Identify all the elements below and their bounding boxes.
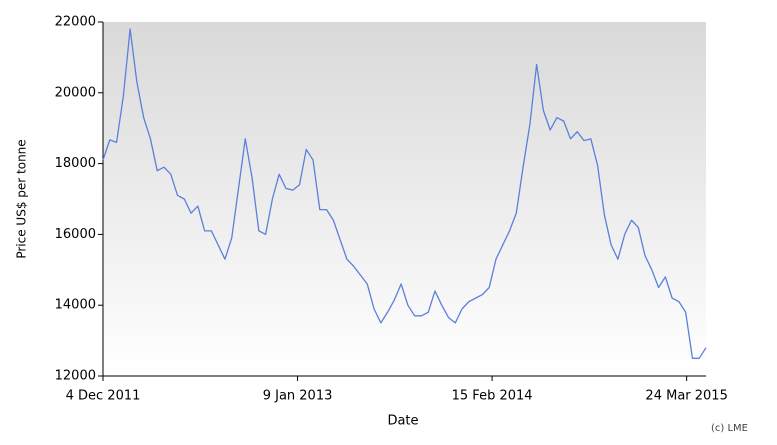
y-tick-label: 14000 [55,298,96,313]
x-tick-label: 9 Jan 2013 [263,389,333,404]
credit: (c) LME [711,423,748,434]
x-tick-label: 4 Dec 2011 [66,389,141,404]
x-tick-label: 15 Feb 2014 [452,389,533,404]
plot-area [103,22,706,376]
y-axis-label: Price US$ per tonne [15,139,29,258]
x-tick-label: 24 Mar 2015 [645,389,727,404]
x-axis-label: Date [387,414,418,429]
y-tick-label: 16000 [55,227,96,242]
y-tick-label: 22000 [55,15,96,30]
y-tick-label: 18000 [55,156,96,171]
price-line [102,28,707,359]
y-tick-label: 12000 [55,369,96,384]
y-tick-label: 20000 [55,85,96,100]
